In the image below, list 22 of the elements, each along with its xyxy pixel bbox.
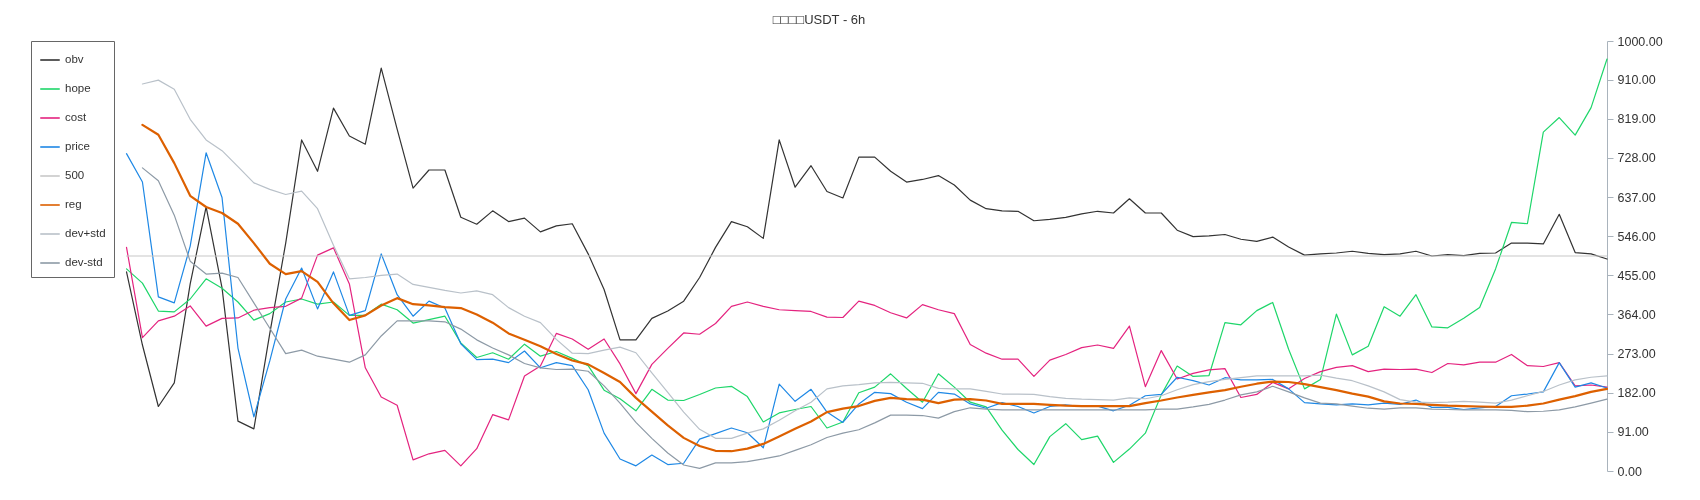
y-tick-label: 364.00 [1617,307,1656,322]
legend-label: reg [65,198,82,210]
y-tick-label: 455.00 [1617,268,1656,283]
y-tick-label: 637.00 [1617,190,1656,205]
legend-label: dev-std [65,256,103,268]
y-tick-label: 1000.00 [1617,34,1663,49]
legend-label: price [65,140,90,152]
y-tick-label: 546.00 [1617,229,1656,244]
legend-label: dev+std [65,227,106,239]
y-tick-label: 910.00 [1617,73,1656,88]
y-tick-label: 728.00 [1617,151,1656,166]
legend-label: obv [65,53,84,65]
y-tick-label: 819.00 [1617,112,1656,127]
legend-label: cost [65,111,87,123]
y-tick-label: 91.00 [1617,425,1649,440]
y-tick-label: 0.00 [1617,464,1642,479]
y-tick-label: 182.00 [1617,386,1656,401]
legend-label: hope [65,82,91,94]
line-series [125,246,1608,467]
y-tick-label: 273.00 [1617,347,1656,362]
chart-title: □□□□USDT - 6h [772,12,866,27]
legend-label: 500 [65,169,85,181]
